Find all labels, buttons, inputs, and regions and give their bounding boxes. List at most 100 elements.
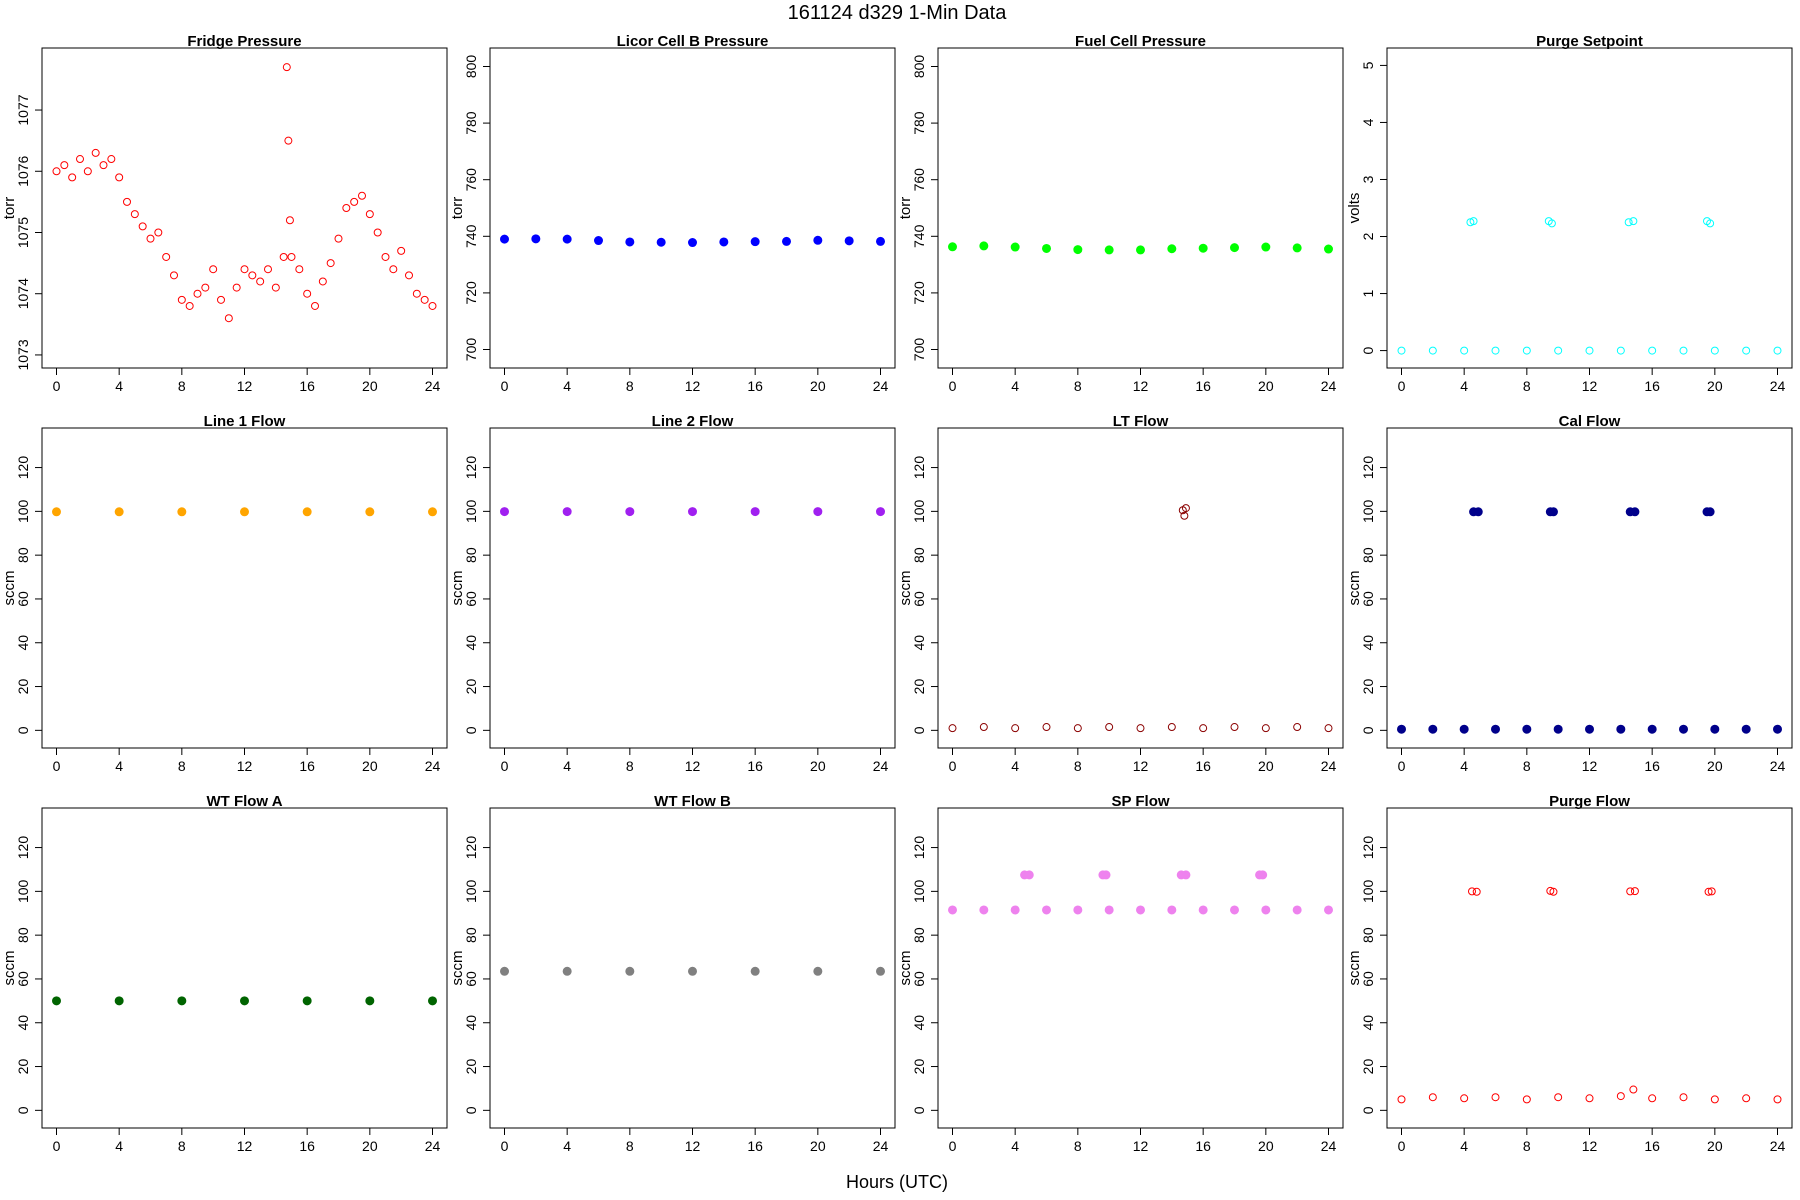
wt-flow-a-point bbox=[177, 996, 187, 1006]
fridge-pressure-point bbox=[123, 197, 131, 206]
fridge-pressure-point bbox=[311, 301, 319, 310]
fridge-pressure-point bbox=[76, 155, 84, 164]
purge-flow-point bbox=[1616, 1092, 1625, 1101]
fridge-pressure-point bbox=[201, 283, 210, 292]
sp-flow-point bbox=[1292, 905, 1302, 915]
purge-flow-point bbox=[1629, 1085, 1638, 1094]
licor-cell-b-pressure-y-label: torr bbox=[449, 197, 466, 220]
purge-setpoint-x-tick-label: 4 bbox=[1460, 378, 1468, 394]
fuel-cell-pressure-x-tick-label: 16 bbox=[1195, 378, 1211, 394]
line-2-flow-x-tick-label: 20 bbox=[810, 758, 826, 774]
line-1-flow-y-tick-label: 100 bbox=[15, 499, 31, 523]
line-2-flow-y-tick-label: 40 bbox=[463, 635, 479, 651]
fuel-cell-pressure-x-tick-label: 20 bbox=[1258, 378, 1274, 394]
wt-flow-a-y-tick-label: 40 bbox=[15, 1015, 31, 1031]
fuel-cell-pressure-point bbox=[1136, 245, 1145, 255]
purge-setpoint-points bbox=[1397, 217, 1782, 355]
purge-setpoint-y-tick-label: 1 bbox=[1360, 289, 1376, 297]
fridge-pressure-point bbox=[420, 295, 429, 304]
line-1-flow-point bbox=[52, 507, 61, 517]
purge-setpoint-y-tick-label: 4 bbox=[1360, 118, 1376, 126]
cal-flow-point bbox=[1473, 507, 1483, 517]
licor-cell-b-pressure-y-axis: 700 720 740 760 780 800 bbox=[463, 55, 491, 361]
fridge-pressure-point bbox=[99, 161, 108, 170]
fuel-cell-pressure-point bbox=[1261, 242, 1271, 252]
sp-flow-y-label: sccm bbox=[897, 951, 914, 986]
lt-flow-point bbox=[979, 723, 988, 732]
line-1-flow-point bbox=[114, 507, 124, 517]
fridge-pressure-point bbox=[130, 210, 139, 219]
cal-flow-y-axis: 0 20 40 60 80 100 120 bbox=[1360, 456, 1388, 734]
licor-cell-b-pressure-point bbox=[844, 236, 854, 246]
line-2-flow-title: Line 2 Flow bbox=[652, 413, 734, 430]
fridge-pressure-point bbox=[397, 246, 406, 255]
wt-flow-a-y-tick-label: 80 bbox=[15, 927, 31, 943]
panel-line-2-flow: Line 2 Flow 0 4 8 12 16 20 24 0 20 40 60 80 100 120 scc… bbox=[449, 413, 896, 774]
fuel-cell-pressure-point bbox=[1230, 243, 1239, 253]
purge-flow-point bbox=[1428, 1093, 1437, 1102]
sp-flow-x-tick-label: 8 bbox=[1074, 1138, 1082, 1154]
lt-flow-point bbox=[948, 724, 957, 733]
cal-flow-point bbox=[1647, 724, 1657, 734]
fridge-pressure-point bbox=[303, 289, 312, 298]
fridge-pressure-x-tick-label: 12 bbox=[237, 378, 253, 394]
cal-flow-point bbox=[1679, 724, 1688, 734]
line-2-flow-point bbox=[750, 507, 760, 517]
cal-flow-x-tick-label: 24 bbox=[1770, 758, 1786, 774]
wt-flow-a-y-tick-label: 100 bbox=[15, 879, 31, 903]
fridge-pressure-x-tick-label: 0 bbox=[53, 378, 61, 394]
cal-flow-x-tick-label: 4 bbox=[1460, 758, 1468, 774]
purge-flow-point bbox=[1707, 887, 1716, 896]
cal-flow-point bbox=[1630, 507, 1640, 517]
purge-flow-x-tick-label: 4 bbox=[1460, 1138, 1468, 1154]
cal-flow-point bbox=[1616, 724, 1626, 734]
fridge-pressure-point bbox=[428, 301, 437, 310]
cal-flow-y-tick-label: 40 bbox=[1360, 635, 1376, 651]
licor-cell-b-pressure-x-tick-label: 0 bbox=[501, 378, 509, 394]
fuel-cell-pressure-point bbox=[948, 242, 957, 252]
cal-flow-x-tick-label: 20 bbox=[1707, 758, 1723, 774]
cal-flow-point bbox=[1397, 724, 1406, 734]
cal-flow-point bbox=[1491, 724, 1500, 734]
line-1-flow-x-tick-label: 4 bbox=[115, 758, 123, 774]
fridge-pressure-point bbox=[248, 271, 257, 280]
wt-flow-b-point bbox=[625, 966, 635, 976]
wt-flow-b-point bbox=[500, 966, 509, 976]
purge-setpoint-point bbox=[1522, 346, 1531, 355]
cal-flow-x-tick-label: 8 bbox=[1523, 758, 1531, 774]
line-1-flow-title: Line 1 Flow bbox=[204, 413, 286, 430]
licor-cell-b-pressure-point bbox=[876, 236, 885, 246]
cal-flow-point bbox=[1705, 507, 1715, 517]
purge-flow-y-tick-label: 80 bbox=[1360, 927, 1376, 943]
purge-flow-x-tick-label: 12 bbox=[1582, 1138, 1598, 1154]
sp-flow-y-tick-label: 0 bbox=[911, 1106, 927, 1114]
fridge-pressure-y-label: torr bbox=[1, 197, 18, 220]
lt-flow-point bbox=[1230, 723, 1239, 732]
fridge-pressure-point bbox=[271, 283, 280, 292]
cal-flow-point bbox=[1773, 724, 1782, 734]
cal-flow-point bbox=[1585, 724, 1594, 734]
purge-setpoint-y-axis: 0 1 2 3 4 5 bbox=[1360, 61, 1388, 354]
wt-flow-b-x-tick-label: 20 bbox=[810, 1138, 826, 1154]
purge-flow-y-tick-label: 0 bbox=[1360, 1106, 1376, 1114]
lt-flow-y-axis: 0 20 40 60 80 100 120 bbox=[911, 456, 939, 734]
line-1-flow-point bbox=[240, 507, 249, 517]
fuel-cell-pressure-x-tick-label: 4 bbox=[1011, 378, 1019, 394]
line-2-flow-y-tick-label: 100 bbox=[463, 499, 479, 523]
wt-flow-a-y-label: sccm bbox=[1, 951, 18, 986]
purge-setpoint-x-tick-label: 16 bbox=[1644, 378, 1660, 394]
lt-flow-point bbox=[1011, 724, 1020, 733]
purge-setpoint-x-tick-label: 20 bbox=[1707, 378, 1723, 394]
x-axis-label: Hours (UTC) bbox=[846, 1172, 948, 1192]
fuel-cell-pressure-y-label: torr bbox=[897, 197, 914, 220]
purge-flow-points bbox=[1397, 886, 1782, 1104]
lt-flow-y-label: sccm bbox=[897, 571, 914, 606]
fridge-pressure-point bbox=[256, 277, 265, 286]
fridge-pressure-point bbox=[185, 301, 194, 310]
fuel-cell-pressure-x-tick-label: 24 bbox=[1321, 378, 1337, 394]
line-2-flow-y-tick-label: 60 bbox=[463, 591, 479, 607]
licor-cell-b-pressure-x-tick-label: 4 bbox=[563, 378, 571, 394]
